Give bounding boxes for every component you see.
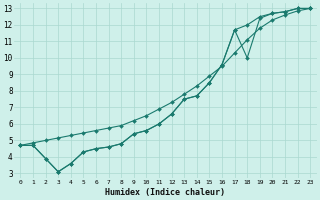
X-axis label: Humidex (Indice chaleur): Humidex (Indice chaleur) — [105, 188, 225, 197]
